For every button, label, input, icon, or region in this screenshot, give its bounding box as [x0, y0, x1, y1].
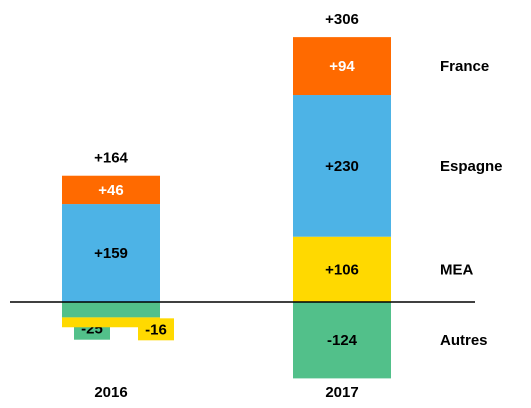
- bar-segment: [293, 236, 391, 302]
- bar-segment: [293, 37, 391, 96]
- value-label: -16: [145, 321, 167, 338]
- value-label: -124: [327, 332, 358, 349]
- legend-label: France: [440, 58, 489, 75]
- legend-label: Espagne: [440, 158, 503, 175]
- bar-segment: [62, 302, 160, 318]
- value-label: +230: [325, 158, 359, 175]
- bar-segment: [62, 175, 160, 205]
- legend-label: Autres: [440, 332, 488, 349]
- total-label: +306: [325, 11, 359, 28]
- legend-label: MEA: [440, 261, 474, 278]
- bar-segment: [62, 317, 160, 328]
- value-label: +94: [329, 58, 355, 75]
- bar-segment: [293, 302, 391, 379]
- total-label: +164: [94, 150, 128, 167]
- value-label: +46: [98, 182, 123, 199]
- x-tick-label: 2017: [325, 384, 358, 401]
- value-label: +106: [325, 261, 359, 278]
- bar-segment: [62, 204, 160, 302]
- value-label-box: [138, 318, 174, 341]
- bar-segment: [293, 95, 391, 237]
- x-tick-label: 2016: [94, 384, 127, 401]
- value-label: +159: [94, 245, 128, 262]
